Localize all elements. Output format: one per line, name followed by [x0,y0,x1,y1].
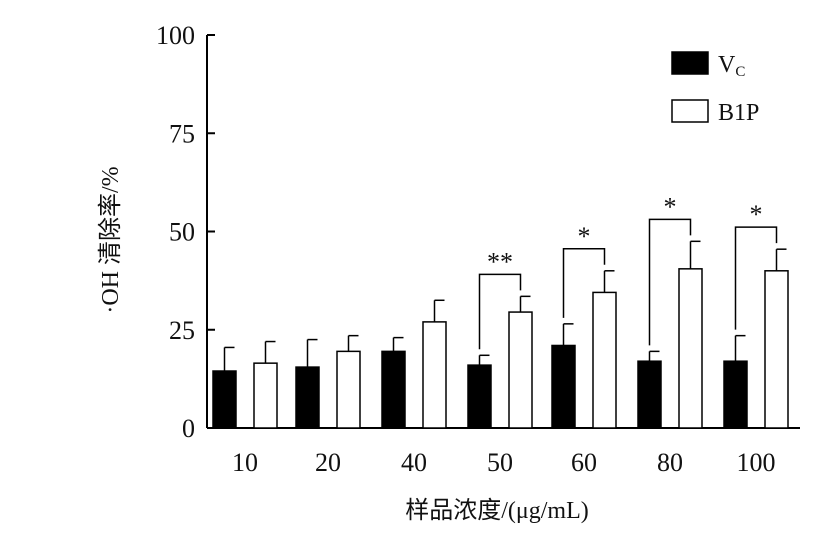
y-tick-label: 0 [182,414,195,443]
x-tick-label: 20 [315,448,341,477]
y-tick-label: 75 [169,119,195,148]
y-tick-label: 50 [169,218,195,247]
bar-b1p [253,362,278,429]
x-tick-label: 100 [737,448,776,477]
legend-label-main: V [718,52,736,78]
x-tick-label: 40 [401,448,427,477]
legend-swatch [671,51,709,75]
legend-label: VC [718,52,745,80]
significance-bracket [734,226,778,330]
bar-b1p [678,268,703,429]
significance-mark: * [664,192,677,221]
bar-b1p [764,270,789,429]
y-axis-label: ·OH 清除率/% [97,166,124,313]
y-tick-label: 100 [156,21,195,50]
bar-vc [381,350,406,429]
bar-vc [295,366,320,429]
x-axis: 10 20 40 50 60 80 100 [207,427,800,477]
legend-label-subscript: C [735,64,745,80]
x-tick-label: 10 [232,448,258,477]
bar-b1p [422,321,447,429]
bar-vc [637,360,662,429]
x-tick-label: 80 [657,448,683,477]
significance-mark: * [750,200,763,229]
bar-vc [723,360,748,429]
bar-b1p [508,311,533,429]
significance-mark: * [578,222,591,251]
significance-bracket [478,273,522,350]
significance-annotations: **** * [478,192,778,350]
bar-b1p [336,350,361,429]
y-tick-label: 25 [169,316,195,345]
x-tick-label: 50 [487,448,513,477]
legend: VC B1P [671,51,759,126]
x-tick-label: 60 [571,448,597,477]
bar-vc [551,344,576,429]
legend-swatch [671,99,709,123]
significance-mark: ** [487,247,513,276]
bar-vc [467,364,492,429]
significance-bracket [562,248,606,318]
significance-bracket [648,218,692,346]
bar-vc [212,370,237,429]
bar-b1p [592,291,617,429]
bars [212,240,789,429]
y-axis: 0 25 50 75 100 [156,21,215,443]
x-axis-label: 样品浓度/(μg/mL) [405,497,589,524]
legend-label: B1P [718,100,759,126]
